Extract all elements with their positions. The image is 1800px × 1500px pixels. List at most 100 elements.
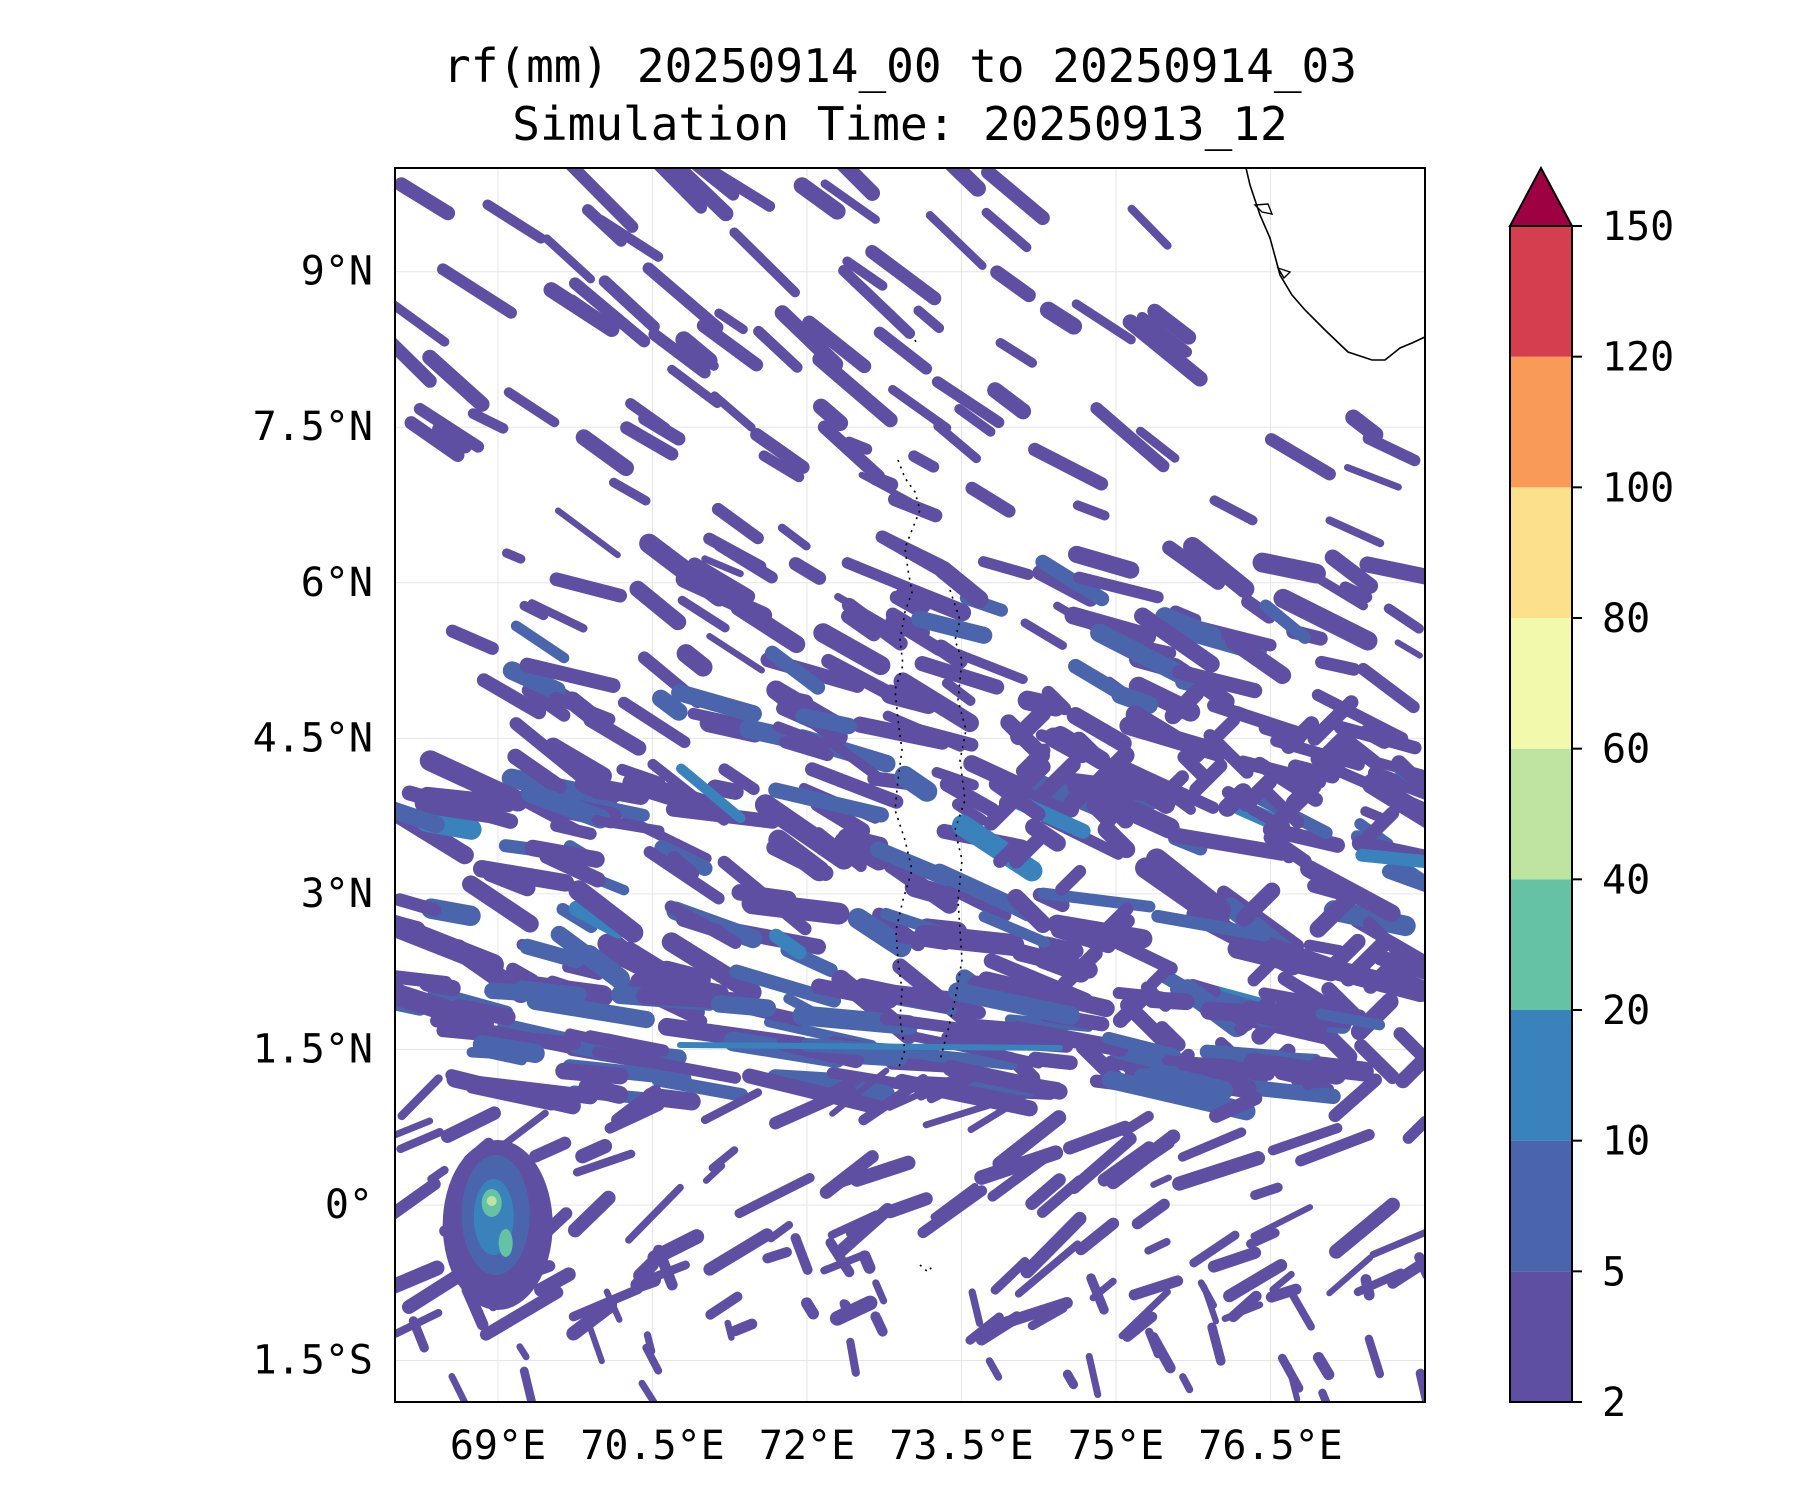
rain-cell — [779, 736, 834, 762]
rain-cell — [1009, 1054, 1041, 1086]
rain-cell — [554, 507, 621, 559]
rain-cell — [534, 1267, 576, 1297]
rain-cell — [805, 762, 904, 809]
rain-cell — [987, 382, 1032, 420]
rain-cell — [1247, 951, 1284, 987]
rain-cell — [661, 932, 762, 1002]
rain-cell — [1097, 1141, 1156, 1187]
colorbar-segment — [1510, 487, 1572, 618]
rain-cell — [978, 911, 1050, 948]
rain-cell — [653, 1244, 678, 1291]
rain-cell — [1179, 1373, 1194, 1394]
rain-cell — [676, 644, 713, 677]
rain-cell — [841, 557, 913, 594]
rain-cell — [642, 1343, 663, 1375]
rain-cell — [1066, 707, 1132, 753]
rain-cell — [1164, 685, 1205, 725]
rain-cell — [1402, 1116, 1425, 1144]
rain-cell — [1072, 500, 1110, 521]
rain-cell — [1238, 773, 1278, 812]
rain-cell — [731, 884, 797, 908]
rain-cell — [995, 337, 1038, 368]
rain-cell — [870, 841, 954, 887]
rain-cell — [1151, 909, 1272, 942]
rain-cell — [741, 892, 850, 925]
rain-cell — [467, 408, 509, 434]
rain-cell — [1395, 1048, 1425, 1089]
rain-cell — [1285, 779, 1319, 812]
rain-cell — [1391, 755, 1425, 796]
rain-cell — [600, 780, 650, 805]
rain-cell — [942, 1060, 1068, 1100]
rain-cell — [1227, 939, 1341, 982]
rain-cell — [1055, 865, 1087, 896]
colorbar-extend-arrow — [1508, 165, 1574, 227]
rain-cell — [1161, 1055, 1238, 1070]
rain-cell — [917, 1185, 988, 1239]
rain-cell — [1303, 939, 1345, 957]
rain-cell — [714, 539, 778, 584]
rain-cell — [916, 1069, 969, 1101]
rain-cell — [466, 1082, 557, 1111]
rain-cell — [1277, 971, 1333, 1011]
rain-cell — [510, 620, 570, 664]
rain-cell — [930, 1182, 979, 1221]
rain-cell — [562, 961, 604, 980]
rain-cell — [1414, 1252, 1425, 1280]
rain-cell — [762, 1247, 792, 1264]
rain-cell — [951, 798, 988, 826]
rain-cell — [519, 938, 585, 969]
colorbar-tick-label: 20 — [1602, 988, 1650, 1034]
rain-cell — [408, 1316, 429, 1353]
rain-cell — [591, 1046, 742, 1084]
rain-cell — [926, 1070, 981, 1104]
rain-cell — [711, 502, 764, 545]
rain-cell — [1246, 1228, 1280, 1249]
rain-cell — [556, 903, 598, 934]
rain-cell — [566, 1298, 618, 1341]
rain-cell — [1339, 581, 1373, 604]
rain-cell — [834, 832, 889, 871]
rain-cell — [766, 839, 834, 881]
colorbar-segment — [1510, 1010, 1572, 1141]
rain-cell — [965, 481, 1016, 518]
rain-cell — [437, 263, 517, 319]
rain-cell — [677, 1042, 1063, 1051]
rain-cell — [845, 1213, 885, 1238]
rain-cell — [1227, 1290, 1262, 1323]
rain-cell — [642, 262, 724, 334]
rain-cell — [813, 623, 891, 676]
colorbar-segment — [1510, 618, 1572, 749]
rain-cell — [1147, 303, 1197, 345]
colorbar: 2 5 10 20 40 60 80 100 120 150 — [1508, 165, 1674, 1426]
rain-cell — [1324, 549, 1379, 594]
rain-cell — [939, 777, 1000, 818]
rain-cell — [653, 168, 707, 214]
rain-cell — [1364, 1334, 1385, 1379]
colorbar-tick-label: 2 — [1602, 1380, 1626, 1426]
rain-cell — [1328, 1073, 1382, 1123]
rain-cell — [1209, 495, 1258, 526]
colorbar-segment — [1510, 1140, 1572, 1272]
rain-cell — [1017, 690, 1066, 717]
rain-cell — [883, 1192, 933, 1219]
rain-cell — [1264, 433, 1336, 481]
rain-cell — [521, 683, 571, 722]
rain-cell — [1146, 1064, 1233, 1101]
rain-cell — [1085, 1352, 1102, 1399]
rain-cell — [1267, 835, 1296, 864]
rain-cell — [1252, 552, 1326, 584]
rain-cell — [638, 411, 686, 446]
rain-cell — [925, 211, 987, 270]
rain-cell — [555, 1062, 629, 1085]
rain-cell — [1295, 1129, 1375, 1167]
rain-cell — [706, 633, 765, 674]
rain-cell — [1127, 204, 1172, 250]
rain-cell — [609, 477, 651, 506]
rain-cell — [952, 648, 1028, 685]
rain-cell — [620, 421, 679, 461]
rain-cell — [1361, 806, 1400, 844]
rain-cell — [843, 436, 873, 455]
x-tick-label: 73.5°E — [889, 1423, 1034, 1469]
